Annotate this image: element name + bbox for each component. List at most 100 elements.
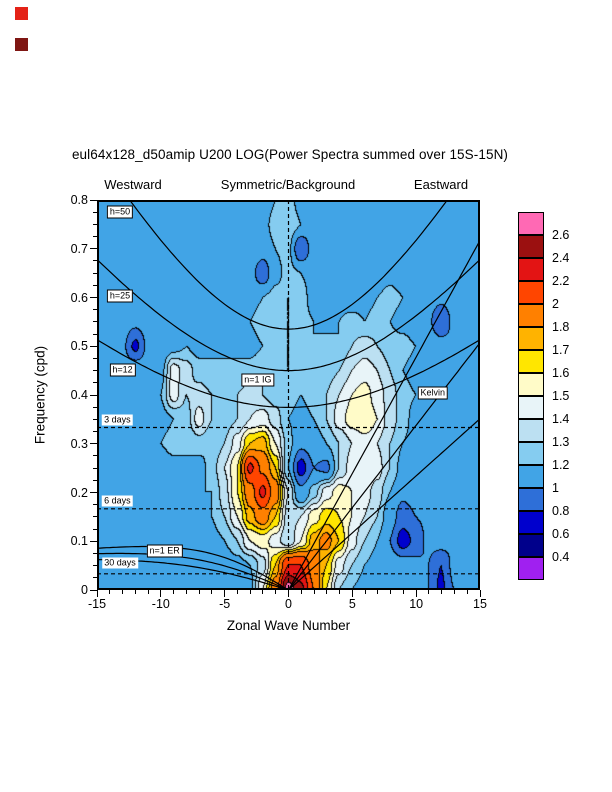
westward-label: Westward bbox=[104, 177, 162, 192]
axis-tick bbox=[441, 590, 443, 594]
colorbar-label: 0.8 bbox=[552, 504, 570, 518]
colorbar-segment bbox=[518, 235, 544, 258]
colorbar-label: 0.6 bbox=[552, 527, 570, 541]
dispersion-curve bbox=[97, 545, 289, 590]
colorbar-segment bbox=[518, 396, 544, 419]
y-tick-label: 0.1 bbox=[70, 534, 88, 549]
axis-tick bbox=[466, 590, 468, 594]
axis-tick bbox=[198, 590, 200, 594]
axis-tick bbox=[185, 590, 187, 594]
colorbar-label: 1 bbox=[552, 481, 559, 495]
axis-tick bbox=[90, 589, 97, 591]
axis-tick bbox=[262, 590, 264, 594]
y-tick-label: 0.4 bbox=[70, 388, 88, 402]
axis-tick bbox=[300, 590, 302, 594]
axis-tick bbox=[90, 199, 97, 201]
colorbar-label: 1.5 bbox=[552, 389, 570, 403]
colorbar-segment bbox=[518, 304, 544, 327]
eastward-label: Eastward bbox=[413, 177, 469, 192]
axis-tick bbox=[90, 248, 97, 250]
axis-tick bbox=[402, 590, 404, 594]
dispersion-curve bbox=[288, 418, 480, 590]
dispersion-curve bbox=[97, 552, 289, 590]
axis-tick bbox=[90, 540, 97, 542]
colorbar-label: 1.6 bbox=[552, 366, 570, 380]
colorbar-label: 1.7 bbox=[552, 343, 570, 357]
colorbar-segment bbox=[518, 350, 544, 373]
colorbar-label: 1.8 bbox=[552, 320, 570, 334]
axis-tick bbox=[288, 590, 289, 597]
axis-tick bbox=[351, 590, 353, 597]
colorbar-segment bbox=[518, 373, 544, 396]
colorbar-segment bbox=[518, 534, 544, 557]
axis-tick bbox=[326, 590, 328, 594]
colorbar-segment bbox=[518, 511, 544, 534]
axis-tick bbox=[415, 590, 417, 597]
colorbar-label: 2.4 bbox=[552, 251, 570, 265]
dispersion-curve bbox=[288, 342, 480, 590]
y-tick-label: 0.6 bbox=[70, 290, 88, 305]
colorbar-label: 0.4 bbox=[552, 550, 570, 564]
colorbar-segment bbox=[518, 212, 544, 235]
axis-tick bbox=[90, 443, 97, 445]
y-tick-label: 0.8 bbox=[70, 193, 88, 207]
x-tick-label: 5 bbox=[348, 597, 356, 611]
axis-tick bbox=[211, 590, 213, 594]
colorbar-segment bbox=[518, 557, 544, 580]
axis-tick bbox=[96, 590, 98, 597]
x-tick-label: -5 bbox=[219, 597, 231, 611]
colorbar-label: 2.2 bbox=[552, 274, 570, 288]
axis-tick bbox=[377, 590, 379, 594]
colorbar-label: 1.3 bbox=[552, 435, 570, 449]
corner-color-mark bbox=[15, 7, 28, 20]
dispersion-curve bbox=[287, 240, 480, 590]
axis-tick bbox=[249, 590, 251, 594]
colorbar-label: 1.2 bbox=[552, 458, 570, 472]
colorbar-segment bbox=[518, 419, 544, 442]
colorbar-segment bbox=[518, 281, 544, 304]
y-tick-label: 0.3 bbox=[70, 436, 88, 451]
colorbar-labels: 2.6 2.4 2.2 2 1.8 1.7 1.6 1.5 1.4 1.3 1.2 1 0.8 0.6 0.… bbox=[552, 212, 596, 580]
dispersion-curves-overlay bbox=[97, 200, 480, 590]
y-tick-label: 0.7 bbox=[70, 241, 88, 256]
axis-tick bbox=[173, 590, 175, 594]
y-tick-label: 0.2 bbox=[70, 485, 88, 500]
axis-tick bbox=[224, 590, 226, 597]
spectrum-plot: h=50 h=25 h=12 n=1 IG Kelvin n=1 ER 3 days 6 da… bbox=[97, 200, 480, 590]
colorbar bbox=[518, 212, 544, 580]
plot-title: eul64x128_d50amip U200 LOG(Power Spectra… bbox=[71, 147, 509, 162]
axis-tick bbox=[339, 590, 341, 594]
dispersion-curve bbox=[128, 200, 449, 330]
axis-tick bbox=[134, 590, 136, 594]
corner-color-mark bbox=[15, 38, 28, 51]
colorbar-segment bbox=[518, 488, 544, 511]
axis-tick bbox=[90, 492, 97, 493]
y-axis-title: Frequency (cpd) bbox=[32, 345, 48, 445]
colorbar-label: 1.4 bbox=[552, 412, 570, 426]
dispersion-curve bbox=[97, 339, 480, 408]
colorbar-segment bbox=[518, 258, 544, 281]
x-tick-label: 15 bbox=[473, 597, 487, 611]
x-tick-label: 10 bbox=[409, 597, 424, 611]
colorbar-segment bbox=[518, 327, 544, 350]
colorbar-segment bbox=[518, 465, 544, 488]
colorbar-label: 2.6 bbox=[552, 228, 570, 242]
axis-tick bbox=[453, 590, 455, 594]
dispersion-curve bbox=[97, 559, 289, 590]
colorbar-segment bbox=[518, 442, 544, 465]
colorbar-label: 2 bbox=[552, 297, 559, 311]
axis-tick bbox=[364, 590, 366, 594]
dispersion-curve bbox=[97, 259, 480, 372]
y-tick-label: 0.5 bbox=[70, 339, 88, 354]
axis-tick bbox=[479, 590, 481, 597]
axis-tick bbox=[236, 590, 238, 594]
y-tick-label: 0 bbox=[81, 583, 88, 597]
axis-tick bbox=[313, 590, 315, 594]
axis-tick bbox=[390, 590, 392, 594]
axis-tick bbox=[90, 394, 97, 396]
axis-tick bbox=[275, 590, 277, 594]
x-tick-label: -15 bbox=[87, 597, 107, 611]
symmetric-background-label: Symmetric/Background bbox=[220, 177, 356, 192]
axis-tick bbox=[147, 590, 149, 594]
